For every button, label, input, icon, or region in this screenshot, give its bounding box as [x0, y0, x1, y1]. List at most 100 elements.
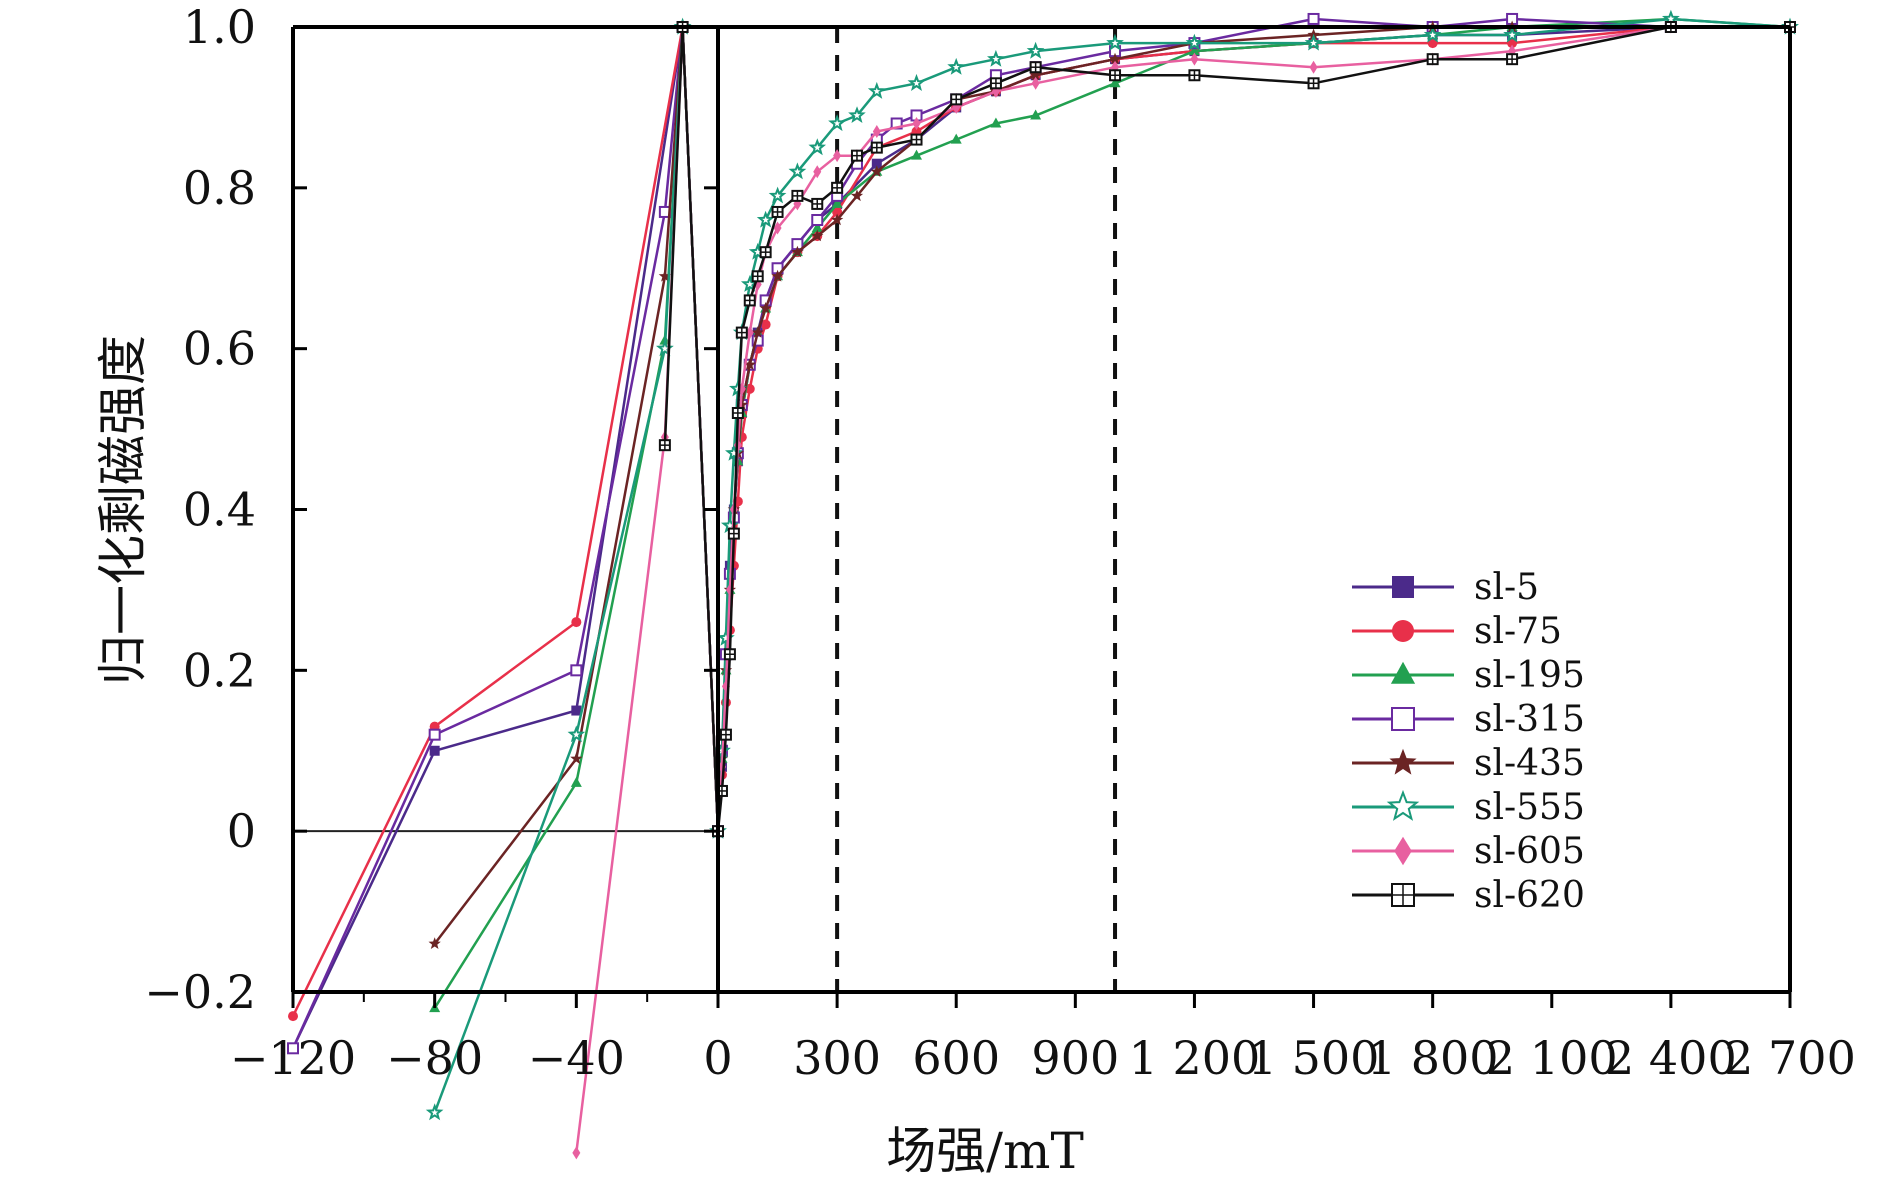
legend-label: sl-620: [1474, 875, 1585, 916]
series-sl-620: [658, 21, 1796, 838]
data-point-sl-435: [428, 937, 441, 949]
data-point-sl-620: [850, 149, 863, 162]
data-point-sl-620: [1188, 69, 1201, 82]
data-point-sl-555: [987, 49, 1005, 67]
series-sl-605: [572, 20, 1794, 1160]
data-point-sl-195: [1109, 77, 1121, 88]
data-point-sl-315: [1307, 12, 1320, 25]
legend-marker-sl-555: [1386, 789, 1420, 821]
data-point-sl-620: [743, 294, 756, 307]
x-tick-label: 2 700: [1724, 1031, 1856, 1085]
data-point-sl-555: [425, 1103, 444, 1121]
legend: sl-5sl-75sl-195sl-315sl-435sl-555sl-605s…: [1352, 567, 1585, 916]
data-point-sl-75: [571, 617, 582, 628]
data-point-sl-435: [791, 245, 804, 258]
data-point-sl-5: [429, 745, 440, 756]
x-tick-label: 1 200: [1129, 1031, 1261, 1085]
data-point-sl-555: [1106, 33, 1124, 51]
legend-label: sl-5: [1474, 567, 1539, 608]
series-line-sl-195: [433, 17, 1791, 1009]
data-point-sl-555: [947, 57, 966, 75]
y-axis-title: 归一化剩磁强度: [94, 335, 152, 685]
data-point-sl-555: [848, 106, 866, 123]
data-point-sl-195: [811, 222, 823, 233]
data-point-sl-435: [830, 213, 844, 226]
data-point-sl-555: [907, 73, 926, 91]
y-tick-label: 1.0: [183, 0, 256, 54]
legend-marker-sl-315: [1391, 707, 1415, 731]
data-point-sl-555: [756, 210, 775, 228]
y-tick-label: 0: [227, 804, 256, 858]
data-point-sl-620: [771, 205, 784, 218]
axis-ticks: −0.2 0 0.2 0.4 0.6 0.8 1.0 −120 −80 −40 0 300 600 900…: [144, 0, 1856, 1085]
y-tick-label: 0.8: [183, 161, 256, 215]
legend-label: sl-605: [1474, 831, 1585, 872]
data-point-sl-555: [808, 138, 827, 156]
x-tick-label: 0: [703, 1031, 732, 1085]
legend-item-sl-315: sl-315: [1352, 699, 1585, 740]
data-point-sl-620: [1307, 77, 1320, 90]
x-tick-label: 600: [912, 1031, 1000, 1085]
data-point-sl-555: [1304, 33, 1323, 51]
data-point-sl-435: [771, 269, 784, 282]
legend-label: sl-555: [1474, 787, 1585, 828]
legend-label: sl-315: [1474, 699, 1585, 740]
data-point-sl-620: [1029, 61, 1042, 74]
reference-lines: [293, 27, 1118, 992]
data-point-sl-435: [870, 165, 883, 177]
legend-item-sl-620: sl-620: [1352, 875, 1585, 916]
data-point-sl-620: [751, 270, 764, 283]
legend-marker-sl-195: [1390, 661, 1416, 684]
x-tick-label: −80: [386, 1031, 483, 1085]
data-point-sl-605: [872, 125, 881, 139]
data-point-sl-605: [912, 117, 921, 130]
data-point-sl-555: [828, 114, 847, 132]
data-point-sl-620: [759, 246, 772, 259]
data-point-sl-435: [1108, 52, 1122, 65]
series-sl-195: [429, 12, 1796, 1013]
data-point-sl-605: [833, 149, 842, 163]
x-tick-label: −40: [528, 1031, 625, 1085]
data-point-sl-5: [571, 705, 582, 716]
x-tick-label: −120: [230, 1031, 356, 1085]
y-tick-label: 0.4: [183, 483, 256, 537]
data-point-sl-555: [1026, 41, 1045, 59]
data-point-sl-555: [788, 162, 807, 180]
y-tick-label: 0.6: [183, 322, 256, 376]
data-point-sl-195: [911, 149, 923, 160]
legend-item-sl-5: sl-5: [1352, 567, 1539, 608]
data-point-sl-435: [759, 302, 772, 314]
data-point-sl-75: [832, 206, 843, 217]
data-point-sl-620: [989, 77, 1002, 90]
data-point-sl-195: [1030, 109, 1042, 120]
data-point-sl-5: [871, 158, 882, 169]
data-point-sl-620: [731, 407, 744, 419]
data-point-sl-555: [867, 81, 886, 99]
series-layer: [287, 9, 1799, 1160]
x-tick-label: 300: [793, 1031, 881, 1085]
legend-item-sl-555: sl-555: [1352, 787, 1585, 828]
data-point-sl-75: [760, 319, 771, 330]
data-point-sl-555: [768, 186, 787, 204]
data-point-sl-620: [735, 326, 748, 339]
data-point-sl-315: [287, 1042, 299, 1055]
x-tick-label: 2 100: [1486, 1031, 1618, 1085]
data-point-sl-435: [1029, 68, 1042, 81]
data-point-sl-435: [743, 358, 756, 370]
series-sl-555: [425, 9, 1799, 1121]
y-tick-label: −0.2: [144, 965, 256, 1019]
data-point-sl-315: [811, 214, 824, 226]
legend-item-sl-435: sl-435: [1352, 743, 1585, 784]
data-point-sl-620: [658, 439, 671, 452]
data-point-sl-620: [950, 93, 963, 106]
series-line-sl-555: [433, 17, 1791, 1114]
data-point-sl-195: [950, 133, 962, 144]
data-point-sl-620: [870, 141, 883, 154]
data-point-sl-620: [1506, 53, 1519, 66]
legend-label: sl-75: [1474, 611, 1562, 652]
x-tick-label: 1 500: [1248, 1031, 1380, 1085]
data-point-sl-75: [288, 1011, 298, 1022]
data-point-sl-435: [811, 229, 824, 242]
data-point-sl-620: [727, 527, 740, 540]
